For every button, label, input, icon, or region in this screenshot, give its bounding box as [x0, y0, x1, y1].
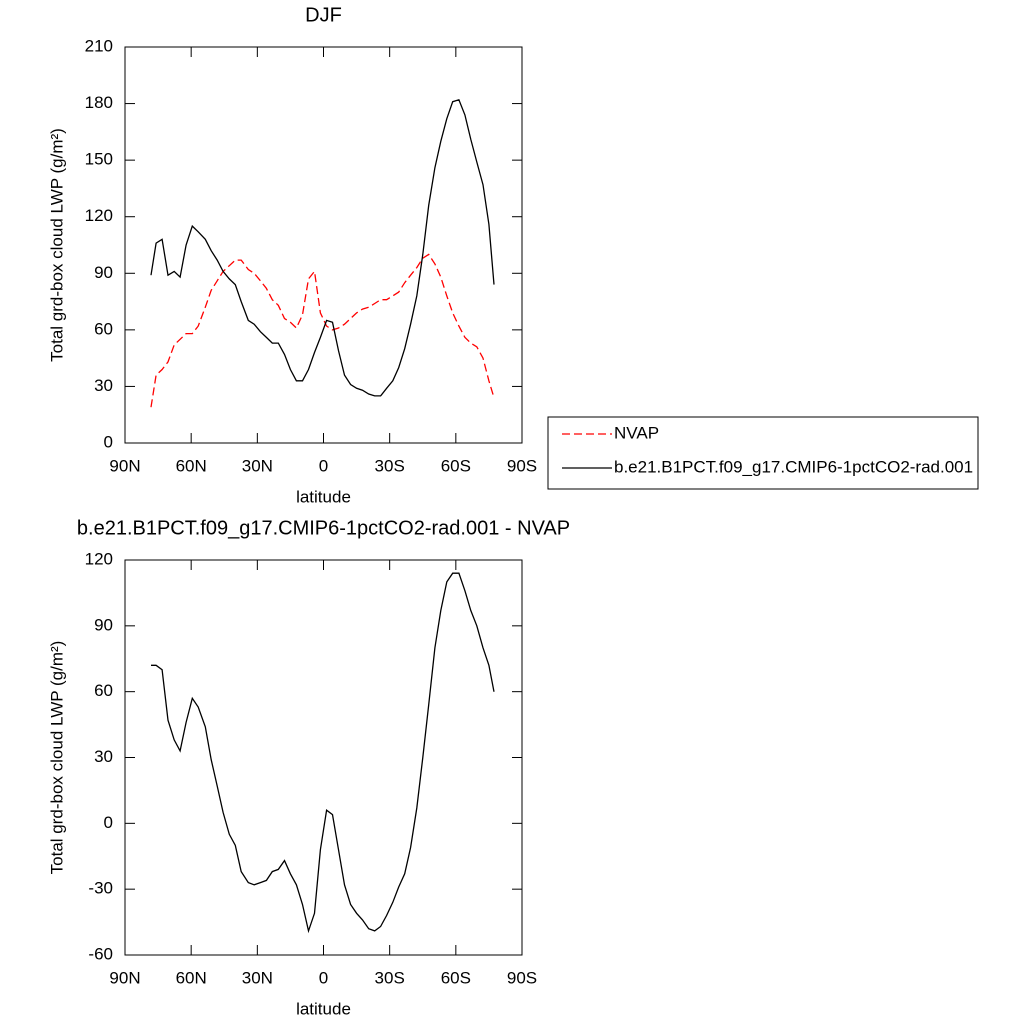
chart-title: b.e21.B1PCT.f09_g17.CMIP6-1pctCO2-rad.00… [77, 517, 570, 539]
x-tick-label: 30S [375, 456, 405, 475]
y-tick-label: 120 [85, 206, 113, 225]
y-tick-label: 0 [104, 432, 113, 451]
y-tick-label: 0 [104, 813, 113, 832]
y-axis-label: Total grd-box cloud LWP (g/m²) [47, 128, 66, 362]
x-axis-label: latitude [296, 999, 351, 1018]
y-tick-label: 150 [85, 150, 113, 169]
x-tick-label: 60S [441, 456, 471, 475]
x-tick-label: 60S [441, 968, 471, 987]
x-tick-label: 30N [242, 456, 273, 475]
data-line [150, 253, 495, 408]
y-tick-label: -30 [88, 879, 113, 898]
x-axis-label: latitude [296, 487, 351, 506]
data-line [150, 99, 495, 397]
y-tick-label: 60 [94, 681, 113, 700]
y-tick-label: 210 [85, 36, 113, 55]
x-tick-label: 90S [507, 456, 537, 475]
y-tick-label: 180 [85, 93, 113, 112]
x-tick-label: 0 [319, 456, 328, 475]
y-tick-label: 90 [94, 263, 113, 282]
plot-frame [124, 559, 523, 956]
legend-label: NVAP [614, 423, 659, 442]
y-tick-label: 120 [85, 549, 113, 568]
x-tick-label: 0 [319, 968, 328, 987]
x-tick-label: 90N [109, 456, 140, 475]
legend-box [547, 416, 979, 490]
x-tick-label: 60N [176, 456, 207, 475]
x-tick-label: 60N [176, 968, 207, 987]
y-tick-label: 60 [94, 319, 113, 338]
chart-title: DJF [305, 4, 342, 26]
y-tick-label: -60 [88, 944, 113, 963]
x-tick-label: 30N [242, 968, 273, 987]
x-tick-label: 90N [109, 968, 140, 987]
plot-frame [124, 46, 523, 444]
legend-label: b.e21.B1PCT.f09_g17.CMIP6-1pctCO2-rad.00… [614, 457, 973, 476]
x-tick-label: 30S [375, 968, 405, 987]
y-axis-label: Total grd-box cloud LWP (g/m²) [47, 641, 66, 875]
y-tick-label: 30 [94, 747, 113, 766]
y-tick-label: 90 [94, 615, 113, 634]
data-line [151, 572, 495, 934]
x-tick-label: 90S [507, 968, 537, 987]
y-tick-label: 30 [94, 376, 113, 395]
